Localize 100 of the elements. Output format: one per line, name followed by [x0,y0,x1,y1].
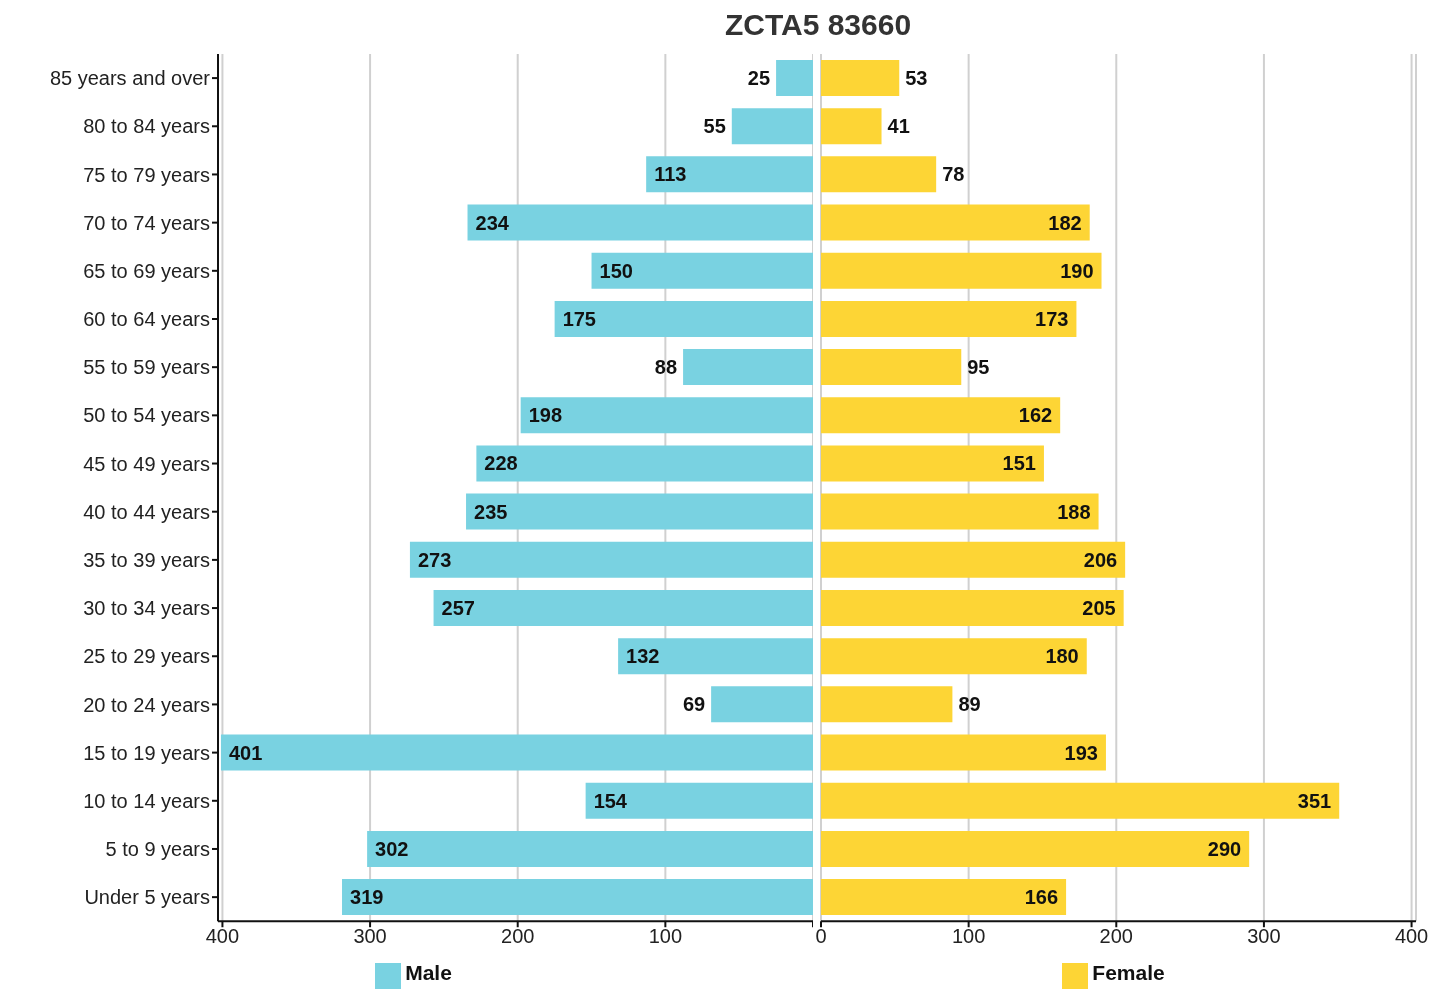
bar [476,445,813,482]
data-label: 55 [703,115,726,138]
data-label: 302 [375,837,409,860]
bar [821,638,1087,675]
data-label: 190 [1060,259,1094,282]
data-label: 53 [905,67,928,89]
x-tick-label: 300 [1247,925,1281,948]
bar [591,252,813,289]
data-label: 205 [1082,596,1116,619]
bar [342,879,813,916]
bar [821,156,937,193]
data-label: 88 [654,356,678,379]
data-label: 154 [593,789,628,812]
y-tick-label: 85 years and over [49,67,211,90]
bar [821,493,1099,530]
data-label: 401 [228,741,263,764]
data-label: 25 [747,67,771,89]
bar [821,686,953,723]
bar [821,589,1124,626]
data-label: 351 [1297,789,1332,812]
bar [467,204,813,241]
x-tick-label: 400 [205,925,240,948]
bar [618,638,813,675]
x-tick-label: 200 [501,925,535,948]
y-tick-label: 80 to 84 years [83,115,210,138]
bar [821,734,1106,771]
bar [821,108,882,145]
data-label: 78 [942,163,965,186]
y-tick-label: 45 to 49 years [83,452,210,475]
bar [220,734,813,771]
data-label: 95 [967,356,990,379]
x-tick-label: 100 [648,925,683,948]
data-label: 89 [958,693,981,716]
data-label: 234 [475,211,510,234]
bar [466,493,813,530]
y-tick-label: 20 to 24 years [83,693,210,716]
bar [821,879,1067,916]
bar [821,541,1126,578]
x-tick-label: 300 [353,925,387,948]
bar [821,349,962,386]
bar [554,300,813,337]
x-tick-label: 0 [815,925,827,948]
y-tick-label: 5 to 9 years [105,838,210,861]
bar [821,204,1090,241]
y-tick-label: Under 5 years [84,886,210,909]
data-label: 206 [1083,548,1118,571]
data-label: 175 [562,307,596,330]
bar [433,589,813,626]
data-label: 166 [1024,886,1059,909]
bar [821,445,1044,482]
data-label: 290 [1207,837,1242,860]
bar [821,252,1102,289]
bar [711,686,813,723]
y-tick-label: 50 to 54 years [83,404,210,427]
data-label: 132 [626,645,660,668]
data-label: 257 [441,596,475,619]
x-tick-label: 400 [1394,925,1429,948]
data-label: 319 [350,886,384,909]
y-tick-label: 25 to 29 years [83,645,210,668]
data-label: 235 [474,500,508,523]
bar [409,541,813,578]
data-label: 273 [417,548,452,571]
bar [821,397,1061,434]
x-tick-label: 200 [1099,925,1133,948]
legend-label: Male [405,961,452,985]
y-tick-label: 65 to 69 years [83,259,210,282]
data-label: 113 [654,163,687,186]
bar [821,782,1340,819]
y-tick-label: 30 to 34 years [83,597,210,620]
bar [821,300,1077,337]
y-tick-label: 35 to 39 years [83,548,210,571]
bar [585,782,813,819]
data-label: 162 [1018,404,1053,427]
x-tick-label: 100 [951,925,986,948]
data-label: 198 [528,404,563,427]
legend-label: Female [1092,961,1165,985]
data-label: 182 [1048,211,1082,234]
data-label: 180 [1045,645,1079,668]
bar [776,60,813,96]
chart-title: ZCTA5 83660 [723,8,913,43]
data-label: 150 [599,259,633,282]
bar [731,108,813,145]
y-tick-label: 70 to 74 years [83,211,210,234]
bar [367,830,813,867]
bar [520,397,813,434]
y-tick-label: 15 to 19 years [83,741,210,764]
data-label: 41 [887,115,910,138]
data-label: 173 [1035,307,1069,330]
y-tick-label: 40 to 44 years [83,500,210,523]
bar [821,830,1250,867]
data-label: 188 [1057,500,1091,523]
y-tick-label: 60 to 64 years [83,308,210,331]
bar [683,349,813,386]
data-label: 193 [1064,741,1098,764]
y-tick-label: 10 to 14 years [83,789,210,812]
y-tick-label: 55 to 59 years [83,356,210,379]
data-label: 69 [682,693,706,716]
bar [821,60,900,96]
bar [646,156,813,193]
data-label: 151 [1002,452,1036,475]
